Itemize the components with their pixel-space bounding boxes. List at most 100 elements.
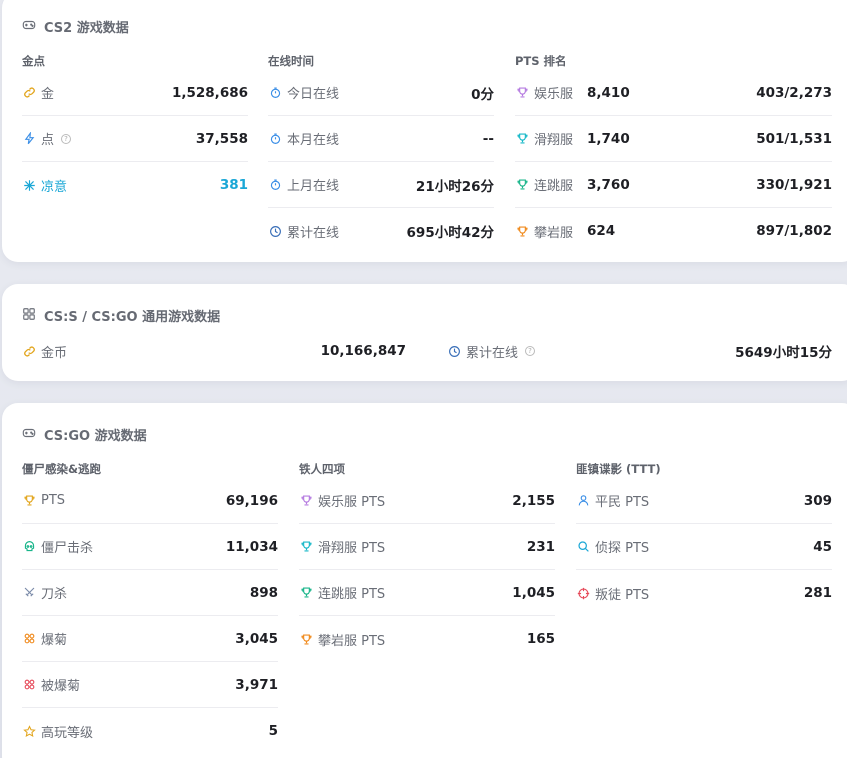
- common-total-label: 累计在线: [466, 345, 519, 361]
- trophy-icon: [515, 178, 529, 192]
- ttt-detective-value: 45: [813, 538, 832, 555]
- ttt-innocent-label: 平民 PTS: [595, 495, 650, 510]
- stopwatch-icon: [268, 86, 282, 100]
- pts-surf-rank: 501/1,531: [756, 130, 832, 147]
- common-title-text: CS:S / CS:GO 通用游戏数据: [44, 310, 221, 325]
- common-total-row: 累计在线? 5649小时15分: [447, 328, 832, 374]
- online-column: 在线时间 今日在线 0分 本月在线 -- 上月在线 21小时26分 累计在线 6…: [268, 52, 494, 254]
- csgo-title-text: CS:GO 游戏数据: [44, 429, 147, 444]
- common-coins: 金币 10,166,847: [22, 328, 406, 374]
- iron-header: 铁人四项: [299, 462, 345, 476]
- online-header: 在线时间: [268, 54, 314, 68]
- cs2-title: CS2 游戏数据: [22, 17, 129, 36]
- cs2-title-text: CS2 游戏数据: [44, 21, 129, 36]
- common-total: 累计在线? 5649小时15分: [447, 328, 832, 374]
- common-card: CS:S / CS:GO 通用游戏数据 金币 10,166,847 累计在线? …: [2, 284, 847, 381]
- coins-row: 金币 10,166,847: [22, 328, 406, 374]
- pts-header: PTS 排名: [515, 54, 567, 68]
- online-today-value: 0分: [471, 86, 494, 103]
- ttt-innocent-value: 309: [803, 492, 832, 509]
- trophy-icon: [299, 632, 313, 646]
- online-total-value: 695小时42分: [406, 225, 494, 241]
- gold-label: 金: [41, 87, 55, 102]
- grid-icon: [22, 307, 36, 325]
- trophy-icon: [515, 132, 529, 146]
- pts-bhop-label: 连跳服: [534, 179, 574, 194]
- gold-row: 金 1,528,686: [22, 70, 248, 116]
- search-icon: [576, 540, 590, 554]
- zombie-kills-label: 僵尸击杀: [41, 541, 94, 556]
- pts-fun-rank: 403/2,273: [756, 84, 832, 101]
- iron-bhop-label: 连跳服 PTS: [318, 587, 386, 602]
- pts-bhop-value: 3,760: [587, 176, 630, 193]
- pts-row-climb: 攀岩服 624 897/1,802: [515, 208, 832, 254]
- online-today-label: 今日在线: [287, 87, 340, 102]
- stopwatch-icon: [268, 132, 282, 146]
- ttt-detective-row: 侦探 PTS 45: [576, 524, 832, 570]
- ttt-column: 匪镇谍影 (TTT) 平民 PTS 309 侦探 PTS 45 叛徒 PTS 2…: [576, 460, 832, 616]
- gold-value: 1,528,686: [171, 84, 248, 101]
- zombie-kills-value: 11,034: [225, 538, 278, 555]
- online-today-row: 今日在线 0分: [268, 70, 494, 116]
- iron-column: 铁人四项 娱乐服 PTS 2,155 滑翔服 PTS 231 连跳服 PTS 1…: [299, 460, 555, 662]
- cool-row: 凉意 381: [22, 162, 248, 208]
- online-month-row: 本月在线 --: [268, 116, 494, 162]
- coins-value: 10,166,847: [320, 343, 406, 359]
- help-icon[interactable]: ?: [525, 346, 536, 356]
- zombie-pts-label: PTS: [41, 493, 66, 508]
- online-lastmonth-value: 21小时26分: [415, 178, 494, 195]
- common-title: CS:S / CS:GO 通用游戏数据: [22, 306, 220, 325]
- ttt-traitor-value: 281: [803, 585, 832, 601]
- common-total-label-wrap: 累计在线?: [466, 342, 536, 361]
- trophy-icon: [299, 586, 313, 600]
- zombie-kills-row: 僵尸击杀 11,034: [22, 524, 278, 570]
- lightning-icon: [22, 132, 36, 146]
- online-month-label: 本月在线: [287, 133, 340, 148]
- zombie-column: 僵尸感染&逃跑 PTS 69,196 僵尸击杀 11,034 刀杀 898 爆菊…: [22, 460, 278, 754]
- pts-fun-label: 娱乐服: [534, 87, 574, 102]
- pts-fun-value: 8,410: [587, 84, 630, 101]
- user-icon: [576, 494, 590, 508]
- trophy-icon: [22, 494, 36, 508]
- cool-value: 381: [219, 177, 248, 193]
- burst-row: 爆菊 3,045: [22, 616, 278, 662]
- snowflake-icon: [22, 178, 36, 192]
- trophy-icon: [515, 86, 529, 100]
- common-total-value: 5649小时15分: [735, 345, 832, 361]
- level-label: 高玩等级: [41, 725, 94, 741]
- zombie-pts-row: PTS 69,196: [22, 478, 278, 524]
- burst-label: 爆菊: [41, 633, 68, 648]
- flower-icon: [22, 632, 36, 646]
- gold-column: 金点 金 1,528,686 点? 37,558 凉意 381: [22, 52, 248, 208]
- help-icon[interactable]: ?: [61, 133, 72, 144]
- csgo-title: CS:GO 游戏数据: [22, 425, 147, 444]
- pts-bhop-rank: 330/1,921: [756, 176, 832, 193]
- online-total-row: 累计在线 695小时42分: [268, 208, 494, 254]
- points-label-wrap: 点?: [41, 129, 72, 148]
- stopwatch-icon: [268, 178, 282, 192]
- iron-climb-row: 攀岩服 PTS 165: [299, 616, 555, 662]
- crosshair-icon: [576, 586, 590, 600]
- swords-icon: [22, 586, 36, 600]
- pts-surf-value: 1,740: [587, 130, 630, 147]
- knife-row: 刀杀 898: [22, 570, 278, 616]
- zombie-pts-value: 69,196: [225, 492, 278, 509]
- online-month-value: --: [482, 130, 494, 147]
- trophy-icon: [299, 494, 313, 508]
- pts-row-bhop: 连跳服 3,760 330/1,921: [515, 162, 832, 208]
- flower-icon: [22, 678, 36, 692]
- level-value: 5: [268, 723, 278, 739]
- iron-climb-value: 165: [526, 631, 555, 647]
- bursted-label: 被爆菊: [41, 679, 81, 694]
- pts-climb-value: 624: [587, 223, 616, 239]
- gamepad-icon: [22, 426, 36, 444]
- ttt-traitor-row: 叛徒 PTS 281: [576, 570, 832, 616]
- clock-icon: [268, 224, 282, 238]
- ttt-traitor-label: 叛徒 PTS: [595, 587, 650, 603]
- knife-value: 898: [249, 584, 278, 601]
- gamepad-icon: [22, 18, 36, 36]
- csgo-card: CS:GO 游戏数据 僵尸感染&逃跑 PTS 69,196 僵尸击杀 11,03…: [2, 403, 847, 758]
- iron-fun-value: 2,155: [512, 492, 555, 509]
- online-lastmonth-label: 上月在线: [287, 179, 340, 194]
- gold-header: 金点: [22, 54, 45, 68]
